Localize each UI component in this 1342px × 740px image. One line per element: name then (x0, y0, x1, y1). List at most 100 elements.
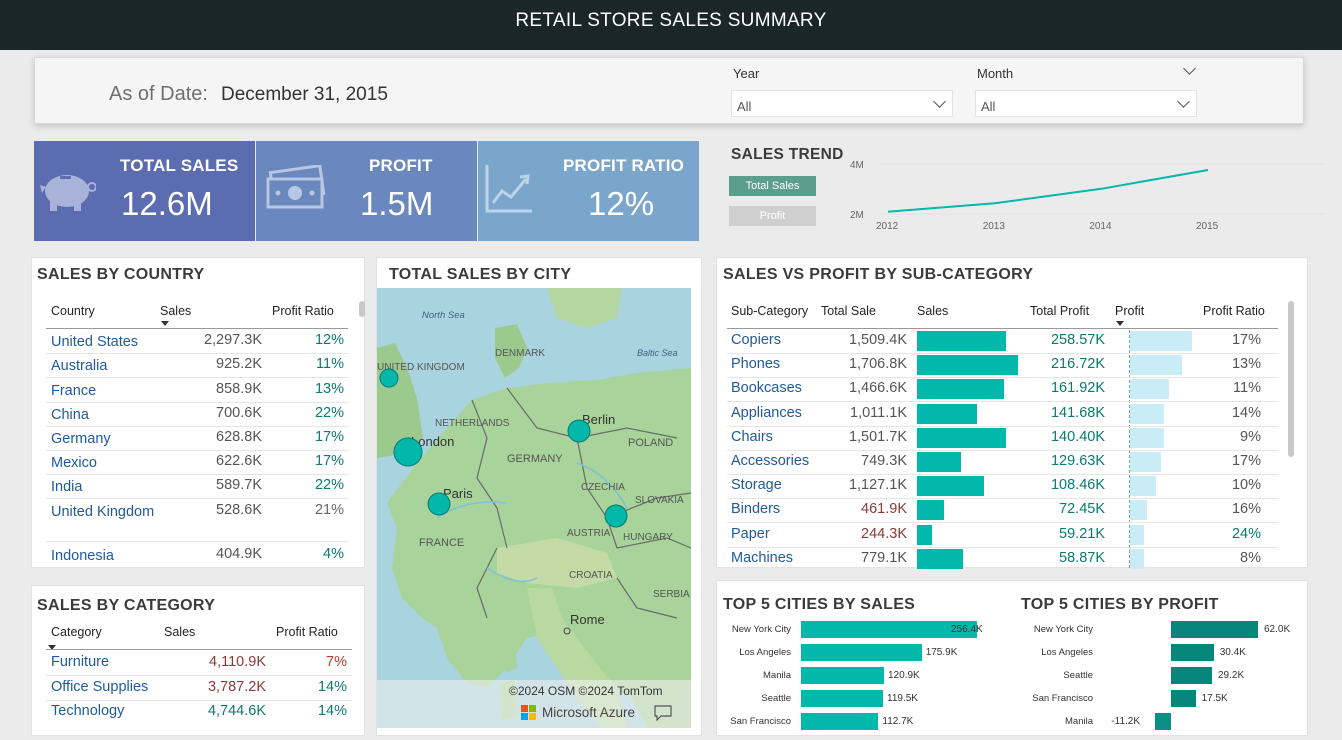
subcategory-panel-title: SALES VS PROFIT BY SUB-CATEGORY (723, 266, 1034, 283)
category-name-cell[interactable]: Office Supplies (51, 679, 149, 695)
month-dropdown[interactable]: All (975, 90, 1197, 117)
category-column-header[interactable]: Category (51, 625, 102, 639)
profit-bar (1130, 331, 1192, 351)
sales-bar (917, 331, 1007, 351)
country-name-cell[interactable]: Germany (51, 431, 111, 447)
category-panel-title: SALES BY CATEGORY (37, 597, 216, 614)
map-bubble[interactable] (567, 419, 591, 443)
country-ratio-cell: 17% (314, 453, 344, 469)
total-profit-column-header[interactable]: Total Profit (1030, 304, 1090, 318)
country-name-cell[interactable]: Australia (51, 358, 108, 374)
x-tick-label: 2013 (983, 221, 1006, 232)
city-label: Seattle (1063, 670, 1093, 681)
row-divider (46, 541, 348, 542)
map-label-london: London (411, 434, 454, 449)
subcategory-name-cell[interactable]: Chairs (731, 428, 773, 445)
city-label: San Francisco (1032, 693, 1093, 704)
country-column-header[interactable]: Country (51, 304, 95, 318)
category-name-cell[interactable]: Technology (51, 703, 125, 719)
subcategory-name-cell[interactable]: Appliances (731, 404, 802, 421)
country-name-cell[interactable]: France (51, 383, 97, 399)
city-sales-bar[interactable] (801, 644, 922, 661)
profit-ratio-column-header[interactable]: Profit Ratio (1203, 304, 1265, 318)
subcategory-total-profit-cell: 129.63K (1050, 453, 1105, 469)
profit-ratio-column-header[interactable]: Profit Ratio (276, 625, 338, 639)
scrollbar[interactable] (1288, 301, 1294, 457)
subcategory-name-cell[interactable]: Copiers (731, 332, 781, 348)
category-ratio-cell: 14% (317, 679, 347, 695)
country-name-cell[interactable]: United States (51, 334, 139, 350)
subcategory-name-cell[interactable]: Accessories (731, 453, 810, 469)
map-bubble[interactable] (393, 437, 423, 467)
sales-column-header[interactable]: Sales (164, 625, 196, 639)
row-divider (727, 546, 1278, 548)
map-bubble[interactable] (427, 492, 451, 516)
country-sales-cell: 2,297.3K (203, 332, 262, 348)
subcategory-name-cell[interactable]: Binders (731, 501, 781, 518)
map-label-serbia: SERBIA (653, 589, 690, 600)
city-sales-bar[interactable] (801, 667, 884, 684)
scrollbar[interactable] (359, 301, 365, 317)
subcategory-name-cell[interactable]: Phones (731, 356, 781, 373)
category-name-cell[interactable]: Furniture (51, 654, 110, 670)
country-ratio-cell: 12% (314, 332, 344, 348)
category-sales-cell: 3,787.2K (207, 679, 266, 695)
map-brand: Microsoft Azure (542, 705, 636, 720)
y-tick-label: 2M (850, 210, 864, 221)
country-name-cell[interactable]: United Kingdom (51, 504, 155, 520)
subcategory-name-cell[interactable]: Paper (731, 525, 770, 542)
feedback-icon[interactable] (654, 705, 672, 721)
city-profit-bar[interactable] (1171, 667, 1212, 684)
map-label-uk: UNITED KINGDOM (377, 362, 465, 373)
subcategory-name-cell[interactable]: Bookcases (731, 380, 802, 397)
total-sales-toggle-button[interactable]: Total Sales (729, 176, 816, 196)
map-bubble[interactable] (604, 504, 628, 528)
sales-map[interactable]: North Sea UNITED KINGDOM DENMARK Baltic … (377, 288, 691, 728)
subcategory-total-profit-cell: 58.87K (1059, 549, 1105, 566)
category-sales-cell: 4,744.6K (207, 703, 266, 719)
chevron-down-icon[interactable] (1183, 62, 1196, 75)
profit-bar (1130, 476, 1156, 497)
row-divider (727, 498, 1278, 500)
city-label: Los Angeles (739, 647, 791, 658)
city-sales-bar[interactable] (801, 690, 883, 707)
profit-toggle-button[interactable]: Profit (729, 206, 816, 226)
map-label-denmark: DENMARK (495, 348, 545, 359)
row-divider (46, 353, 348, 354)
city-label: Seattle (761, 693, 791, 704)
country-name-cell[interactable]: China (51, 407, 89, 423)
top-cities-profit-title: TOP 5 CITIES BY PROFIT (1021, 596, 1219, 613)
city-sales-bar[interactable] (801, 621, 977, 638)
city-sales-value: 175.9K (925, 647, 958, 658)
subcategory-column-header[interactable]: Sub-Category (731, 304, 809, 318)
country-sales-cell: 858.9K (216, 381, 262, 397)
country-name-cell[interactable]: Indonesia (51, 548, 114, 564)
row-divider (46, 450, 348, 451)
city-label: Los Angeles (1041, 647, 1093, 658)
map-bubble[interactable] (379, 368, 399, 388)
country-sales-cell: 622.6K (216, 453, 262, 469)
sales-column-header[interactable]: Sales (917, 304, 949, 318)
country-name-cell[interactable]: India (51, 479, 83, 495)
city-profit-bar[interactable] (1171, 644, 1214, 661)
subcategory-total-profit-cell: 258.57K (1050, 332, 1105, 348)
subcategory-total-sale-cell: 461.9K (861, 501, 907, 518)
profit-ratio-column-header[interactable]: Profit Ratio (272, 304, 334, 318)
map-label-france: FRANCE (419, 537, 464, 549)
row-divider (727, 353, 1278, 354)
sales-column-header[interactable]: Sales (160, 304, 192, 318)
city-profit-bar[interactable] (1155, 713, 1171, 730)
year-dropdown[interactable]: All (731, 90, 953, 117)
total-sale-column-header[interactable]: Total Sale (821, 304, 876, 318)
country-name-cell[interactable]: Mexico (51, 455, 97, 471)
city-profit-bar[interactable] (1171, 621, 1258, 638)
city-sales-bar[interactable] (801, 713, 879, 730)
month-dropdown-value: All (981, 99, 996, 114)
subcategory-name-cell[interactable]: Storage (731, 477, 782, 494)
city-sales-value: 256.4K (951, 624, 983, 635)
city-profit-bar[interactable] (1171, 690, 1196, 707)
profit-column-header[interactable]: Profit (1115, 304, 1145, 318)
subcategory-name-cell[interactable]: Machines (731, 549, 794, 566)
sales-by-category-panel: SALES BY CATEGORY Category Sales Profit … (31, 585, 365, 736)
subcategory-ratio-cell: 10% (1231, 477, 1261, 494)
